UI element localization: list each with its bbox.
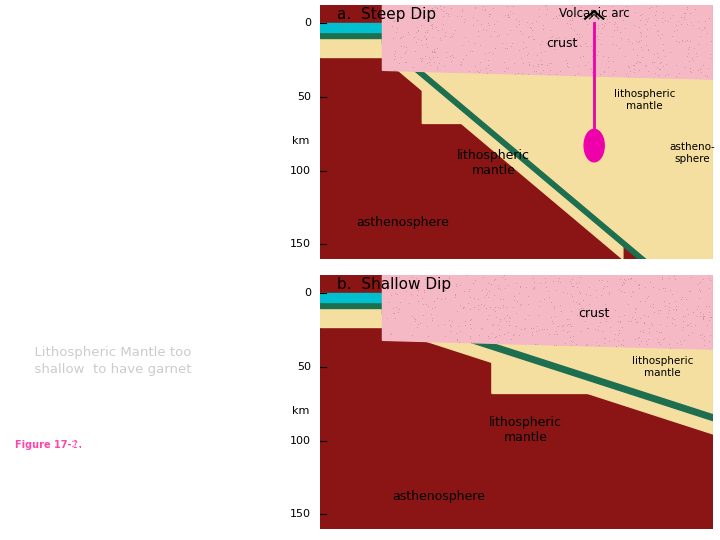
Text: lithospheric
mantle: lithospheric mantle — [489, 416, 562, 444]
Text: 0: 0 — [305, 288, 311, 298]
Text: 150: 150 — [290, 239, 311, 249]
Text: km: km — [292, 406, 309, 416]
Text: crust: crust — [578, 307, 610, 320]
Text: 100: 100 — [290, 166, 311, 176]
Polygon shape — [320, 32, 382, 38]
Polygon shape — [382, 308, 713, 434]
Text: asthenosphere: asthenosphere — [392, 490, 485, 503]
Polygon shape — [382, 38, 623, 259]
Text: A subducting slab
with shallow dip
can pinch out the
asthenosphere
from the
over: A subducting slab with shallow dip can p… — [26, 16, 222, 181]
Text: 100: 100 — [290, 436, 311, 446]
Text: asthenosphere: asthenosphere — [356, 216, 449, 229]
Polygon shape — [423, 71, 713, 315]
Polygon shape — [382, 308, 713, 421]
Polygon shape — [320, 302, 382, 308]
Text: asthenо-
sphere: asthenо- sphere — [670, 142, 716, 164]
Polygon shape — [320, 293, 382, 302]
Polygon shape — [492, 343, 713, 415]
Polygon shape — [320, 5, 713, 259]
Text: lithospheric
mantle: lithospheric mantle — [613, 89, 675, 111]
Text: Volcanic arc: Volcanic arc — [559, 7, 629, 20]
Text: 150: 150 — [290, 509, 311, 519]
Text: 0: 0 — [305, 18, 311, 28]
Text: 50: 50 — [297, 362, 311, 372]
Ellipse shape — [584, 130, 604, 162]
Text: Schematic diagram to illustrate
how a shallow dip of the subducting slab can
pin: Schematic diagram to illustrate how a sh… — [66, 440, 300, 512]
Text: a.  Steep Dip: a. Steep Dip — [337, 7, 436, 22]
Polygon shape — [320, 275, 713, 529]
Polygon shape — [382, 38, 646, 265]
Polygon shape — [320, 308, 382, 327]
Polygon shape — [320, 23, 382, 32]
Text: b.  Shallow Dip: b. Shallow Dip — [337, 277, 451, 292]
Text: km: km — [292, 136, 309, 146]
Text: lithospheric
mantle: lithospheric mantle — [632, 356, 693, 377]
Text: 50: 50 — [297, 92, 311, 102]
Text: crust: crust — [546, 37, 578, 50]
Polygon shape — [382, 5, 713, 79]
Text: lithospheric
mantle: lithospheric mantle — [457, 149, 531, 177]
Text: Lithospheric Mantle too
  shallow  to have garnet: Lithospheric Mantle too shallow to have … — [26, 346, 192, 376]
Polygon shape — [382, 275, 713, 349]
Text: Figure 17-2.: Figure 17-2. — [14, 440, 81, 450]
Polygon shape — [320, 38, 382, 57]
